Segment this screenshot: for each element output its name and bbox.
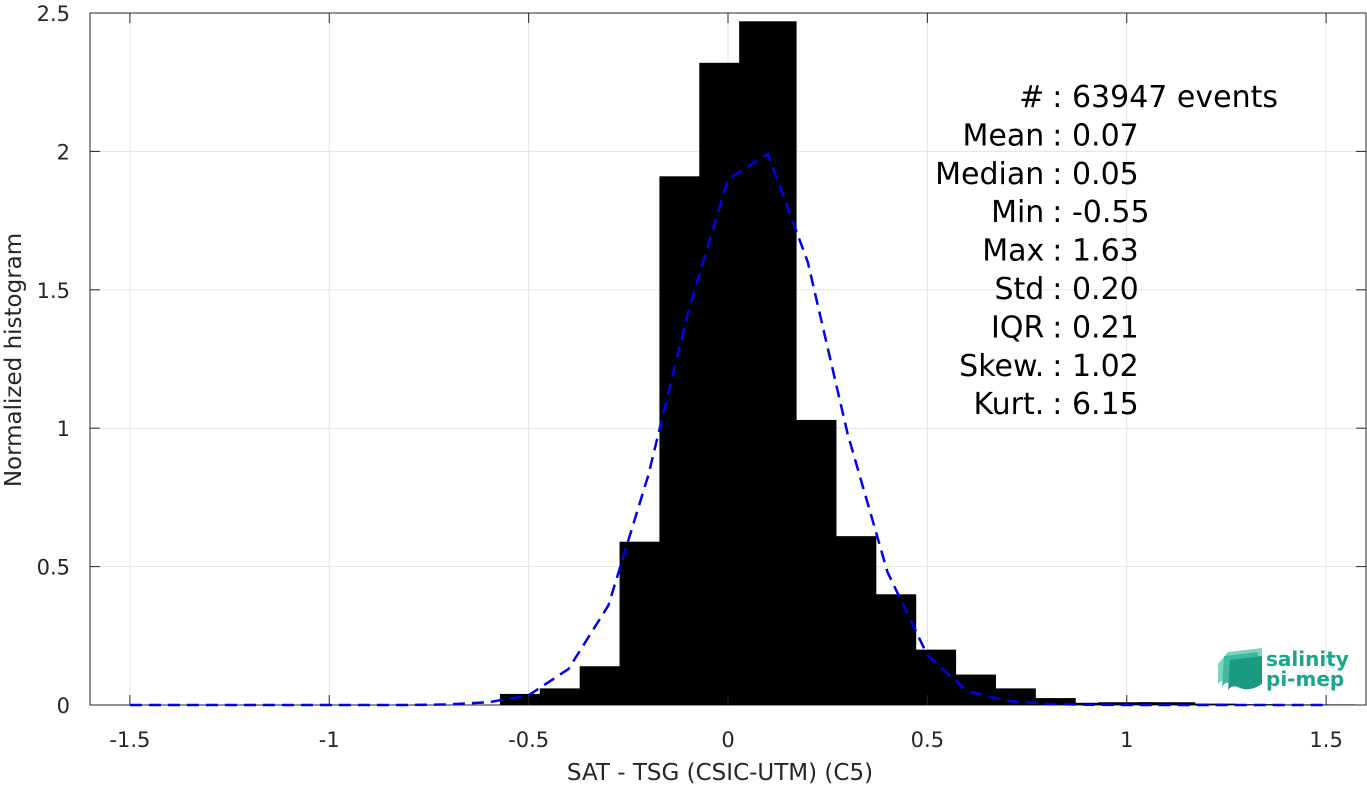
logo-line1: salinity [1266, 647, 1349, 671]
logo-mark-icon [1218, 648, 1262, 690]
stat-label: Skew. [959, 349, 1044, 384]
x-tick-label: -0.5 [508, 728, 549, 752]
stat-value: : 6.15 [1052, 387, 1138, 422]
stat-label: Min [991, 195, 1044, 230]
y-tick-label: 2.5 [37, 2, 70, 26]
y-tick-label: 0 [57, 694, 70, 718]
histogram-bar [1018, 698, 1076, 705]
histogram-bar [1257, 704, 1315, 705]
x-tick-label: -1 [319, 728, 340, 752]
stat-value: : 63947 events [1052, 80, 1278, 115]
x-tick-label: -1.5 [109, 728, 150, 752]
y-axis-label: Normalized histogram [1, 233, 27, 487]
x-axis-label: SAT - TSG (CSIC-UTM) (C5) [567, 760, 873, 785]
stat-label: Mean [963, 118, 1045, 153]
y-tick-label: 1 [57, 417, 70, 441]
stat-label: IQR [991, 310, 1044, 345]
stat-label: # [1019, 80, 1044, 115]
salinity-pi-mep-logo: salinity pi-mep [1218, 647, 1349, 691]
stat-value: : 1.02 [1052, 349, 1138, 384]
x-tick-label: 0 [721, 728, 734, 752]
stat-label: Max [982, 234, 1044, 269]
axis-ticks: -1.5 -1 -0.5 0 0.5 1 1.5 0 0.5 1 1.5 2 2.5 [37, 2, 1366, 752]
logo-line2: pi-mep [1266, 667, 1344, 691]
stat-label: Kurt. [973, 387, 1044, 422]
y-tick-label: 1.5 [37, 279, 70, 303]
stat-value: : 0.21 [1052, 310, 1138, 345]
histogram-bar [1137, 702, 1196, 705]
x-tick-label: 1.5 [1309, 728, 1342, 752]
stat-label: Std [994, 272, 1044, 307]
stat-value: : -0.55 [1052, 195, 1149, 230]
x-tick-label: 1 [1120, 728, 1133, 752]
y-tick-label: 0.5 [37, 556, 70, 580]
stat-value: : 0.20 [1052, 272, 1138, 307]
stat-value: : 0.07 [1052, 118, 1138, 153]
x-tick-label: 0.5 [911, 728, 944, 752]
stat-value: : 0.05 [1052, 157, 1138, 192]
bars [499, 21, 1355, 706]
stat-label: Median [935, 157, 1044, 192]
stat-value: : 1.63 [1052, 234, 1138, 269]
y-tick-label: 2 [57, 140, 70, 164]
